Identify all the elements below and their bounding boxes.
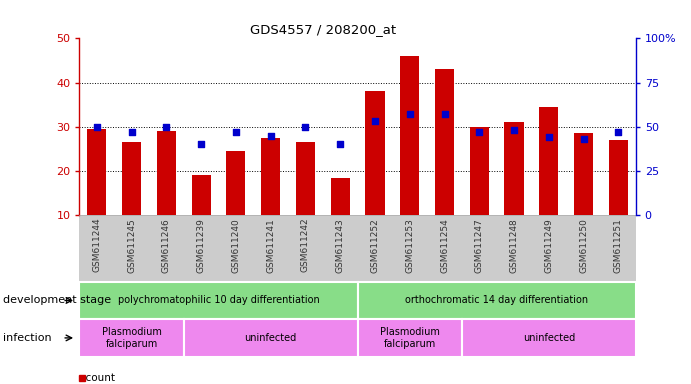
Bar [157, 131, 176, 259]
Point [300, 124, 311, 130]
Bar [261, 138, 281, 259]
Bar [400, 56, 419, 259]
Point [334, 141, 346, 147]
Point [439, 111, 450, 118]
Point [474, 129, 485, 135]
Bar [366, 91, 384, 259]
Text: Plasmodium
falciparum: Plasmodium falciparum [380, 327, 439, 349]
Bar [539, 107, 558, 259]
Point [404, 111, 415, 118]
Text: infection: infection [3, 333, 52, 343]
Point [161, 124, 172, 130]
Bar [574, 133, 593, 259]
Point [509, 127, 520, 133]
Bar [296, 142, 315, 259]
Point [578, 136, 589, 142]
Point [196, 141, 207, 147]
Point [265, 132, 276, 139]
Bar [609, 140, 628, 259]
Point [91, 124, 102, 130]
Bar [470, 127, 489, 259]
Bar [504, 122, 524, 259]
Bar [122, 142, 141, 259]
Point [230, 129, 241, 135]
Bar [435, 70, 454, 259]
Text: uninfected: uninfected [522, 333, 575, 343]
Bar [331, 177, 350, 259]
Bar [191, 175, 211, 259]
Bar [87, 129, 106, 259]
Bar [227, 151, 245, 259]
Text: uninfected: uninfected [245, 333, 297, 343]
Point [370, 118, 381, 124]
Point [543, 134, 554, 141]
Point [126, 129, 137, 135]
Text: count: count [79, 373, 115, 383]
Text: development stage: development stage [3, 295, 111, 306]
Text: Plasmodium
falciparum: Plasmodium falciparum [102, 327, 162, 349]
Text: polychromatophilic 10 day differentiation: polychromatophilic 10 day differentiatio… [117, 295, 319, 306]
Text: orthochromatic 14 day differentiation: orthochromatic 14 day differentiation [405, 295, 588, 306]
Point [613, 129, 624, 135]
Text: GDS4557 / 208200_at: GDS4557 / 208200_at [250, 23, 396, 36]
